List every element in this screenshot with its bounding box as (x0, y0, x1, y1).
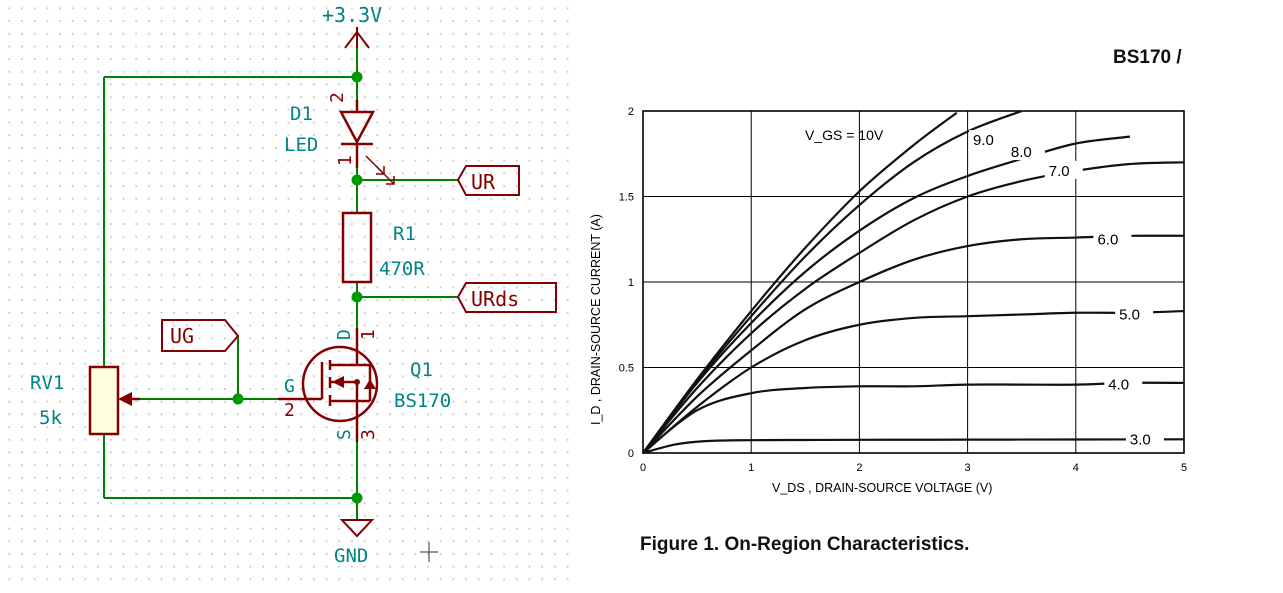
y-tick-label: 0 (628, 448, 634, 460)
y-tick-label: 1 (628, 277, 634, 289)
r1-value: 470R (379, 258, 425, 280)
curve-label-5.0: 5.0 (1119, 306, 1140, 323)
q1-pin-d: D (334, 329, 355, 340)
y-tick-label: 2 (628, 106, 634, 118)
rv1-ref: RV1 (30, 372, 64, 394)
q1-pin-g-num: 2 (284, 400, 295, 421)
ground-symbol (339, 519, 375, 538)
curve-vgs-8.0 (642, 135, 1131, 454)
curve-label-bg (1125, 429, 1164, 448)
curve-label-4.0: 4.0 (1108, 377, 1129, 394)
wires (103, 48, 458, 520)
global-label-urds-shape (456, 282, 557, 313)
global-label-ur-shape (456, 165, 520, 196)
y-axis-label: I_D , DRAIN-SOURCE CURRENT (A) (589, 214, 603, 425)
figure-caption: Figure 1. On-Region Characteristics. (640, 534, 969, 555)
datasheet-header: BS170 / (1113, 47, 1182, 68)
ground-label: GND (334, 545, 368, 567)
curve-labels: 9.0 8.0 7.0 6.0 5.0 4.0 3.0 (969, 130, 1164, 448)
q1-ref: Q1 (410, 359, 433, 381)
global-label-ur: UR (471, 170, 496, 194)
curve-vgs-4.0 (642, 381, 1185, 454)
power-label: +3.3V (322, 3, 382, 27)
q1-pin-g: G (284, 376, 295, 397)
y-tick-labels: 0 0.5 1 1.5 2 (619, 106, 634, 460)
curve-vgs-3.0 (642, 438, 1185, 455)
plot-frame (642, 110, 1185, 454)
global-label-urds: URds (471, 287, 519, 311)
y-tick-label: 0.5 (619, 363, 634, 375)
resistor-r1-symbol (341, 211, 373, 284)
x-tick-label: 1 (748, 462, 754, 474)
junctions (232, 71, 363, 504)
curve-label-bg (1044, 160, 1083, 179)
x-axis-label: V_DS , DRAIN-SOURCE VOLTAGE (V) (772, 481, 992, 495)
curve-vgs-5.0 (642, 309, 1185, 454)
led-light-arrows (365, 155, 395, 185)
power-symbol (344, 27, 370, 49)
d1-pin-bottom: 1 (335, 155, 356, 166)
potentiometer-wiper-arrow (118, 392, 132, 406)
cursor-crosshair-icon (420, 542, 438, 562)
d1-value: LED (284, 134, 318, 156)
curve-vgs-7.0 (642, 161, 1185, 454)
curve-label-bg (1115, 304, 1154, 323)
x-tick-label: 4 (1073, 462, 1079, 474)
global-label-ug: UG (170, 324, 194, 348)
mosfet-node-dot (354, 379, 360, 385)
d1-pin-top: 2 (327, 92, 348, 103)
q1-pin-s-num: 3 (358, 429, 379, 440)
led-d1-symbol (338, 100, 376, 168)
curve-label-9.0: 9.0 (973, 132, 994, 149)
y-tick-label: 1.5 (619, 192, 634, 204)
curve-vgs-6.0 (642, 234, 1185, 454)
x-tick-labels: 0 1 2 3 4 5 (640, 462, 1187, 474)
q1-value: BS170 (394, 390, 451, 412)
curve-label-bg (969, 130, 1008, 149)
vgs-annotation: V_GS = 10V (805, 127, 884, 143)
x-tick-label: 2 (856, 462, 862, 474)
schematic-svg: +3.3V (30, 3, 557, 567)
x-tick-label: 0 (640, 462, 646, 474)
d1-ref: D1 (290, 103, 313, 125)
global-label-ug-shape (161, 319, 240, 352)
schematic-canvas: +3.3V (0, 0, 575, 588)
x-tick-label: 3 (965, 462, 971, 474)
x-tick-label: 5 (1181, 462, 1187, 474)
potentiometer-rv1-symbol (88, 365, 120, 436)
curve-label-bg (1093, 229, 1132, 248)
curve-label-3.0: 3.0 (1130, 431, 1151, 448)
curve-label-8.0: 8.0 (1011, 144, 1032, 161)
q1-pin-s: S (334, 429, 355, 440)
q1-pin-d-num: 1 (358, 329, 379, 340)
mosfet-diode (364, 379, 376, 389)
curve-label-6.0: 6.0 (1097, 231, 1118, 248)
r1-ref: R1 (393, 223, 416, 245)
characteristics-chart: BS170 / 0 1 2 3 4 5 0 0.5 1 1.5 2 9.0 8.0 7.0 6.0 5.0… (589, 47, 1187, 555)
curve-label-bg (1006, 142, 1045, 161)
curve-label-7.0: 7.0 (1049, 163, 1070, 180)
mosfet-arrow (332, 376, 344, 388)
curve-label-bg (1104, 374, 1143, 393)
rv1-value: 5k (39, 407, 62, 429)
